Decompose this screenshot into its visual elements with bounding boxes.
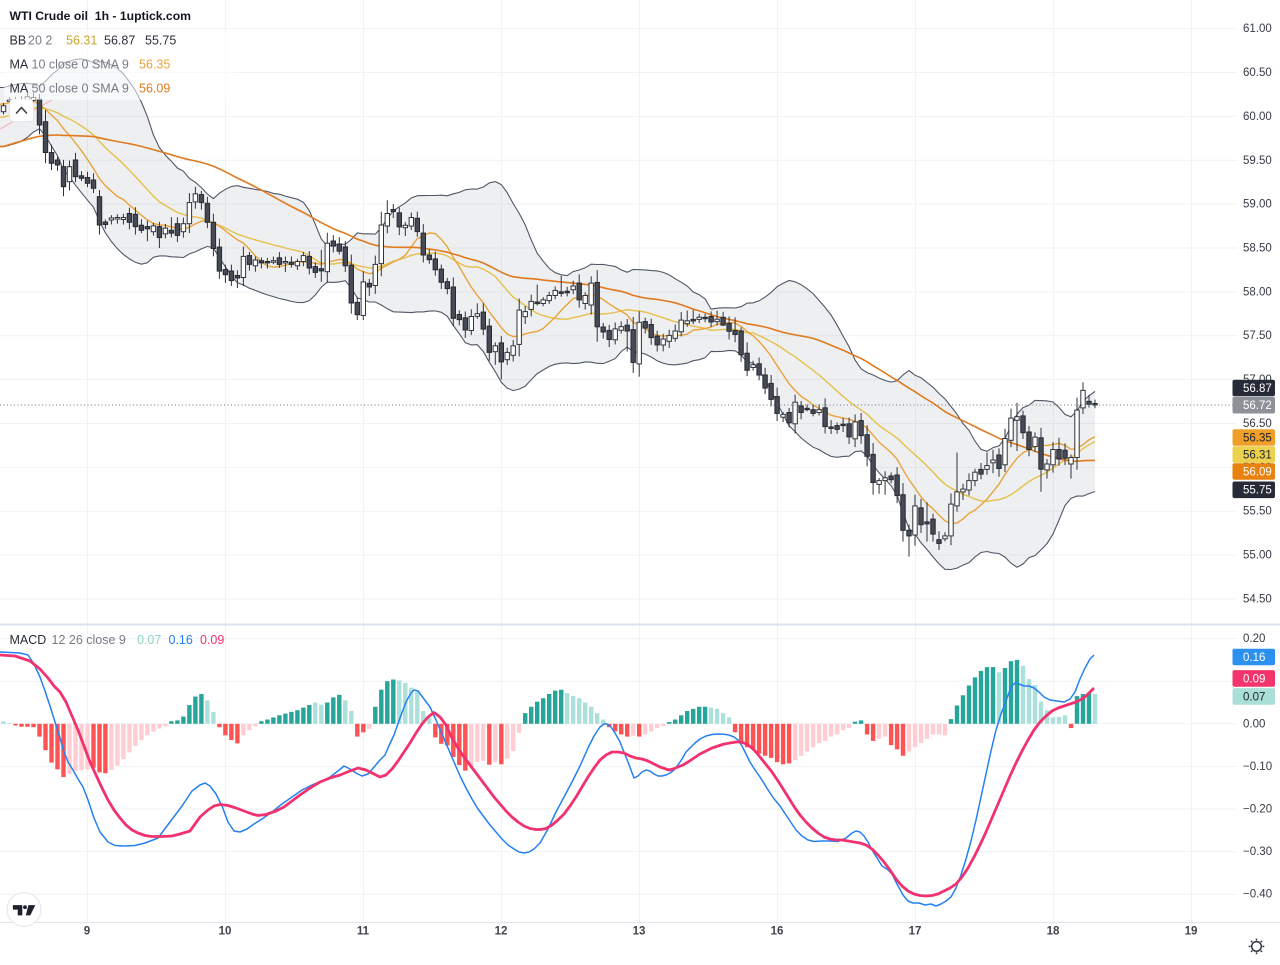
- svg-text:59.00: 59.00: [1243, 199, 1272, 211]
- svg-text:56.31: 56.31: [1243, 450, 1272, 462]
- svg-text:0.20: 0.20: [1243, 633, 1265, 645]
- svg-text:12: 12: [495, 926, 508, 938]
- svg-text:10: 10: [219, 926, 232, 938]
- svg-text:16: 16: [771, 926, 784, 938]
- svg-text:55.50: 55.50: [1243, 506, 1272, 518]
- svg-text:61.00: 61.00: [1243, 23, 1272, 35]
- svg-text:58.50: 58.50: [1243, 243, 1272, 255]
- svg-text:9: 9: [84, 926, 90, 938]
- svg-text:56.35: 56.35: [1243, 432, 1272, 444]
- svg-text:60.00: 60.00: [1243, 111, 1272, 123]
- svg-text:WTI Crude oil 1h - 1uptick.co: WTI Crude oil 1h - 1uptick.com: [10, 9, 192, 23]
- svg-text:0.00: 0.00: [1243, 718, 1265, 730]
- svg-text:−0.30: −0.30: [1243, 846, 1272, 858]
- svg-text:56.09: 56.09: [1243, 466, 1272, 478]
- svg-text:19: 19: [1185, 926, 1198, 938]
- svg-text:55.00: 55.00: [1243, 550, 1272, 562]
- svg-text:−0.20: −0.20: [1243, 804, 1272, 816]
- svg-text:−0.40: −0.40: [1243, 889, 1272, 901]
- svg-text:0.07: 0.07: [1243, 691, 1265, 703]
- svg-text:56.50: 56.50: [1243, 418, 1272, 430]
- svg-text:60.50: 60.50: [1243, 67, 1272, 79]
- svg-text:13: 13: [633, 926, 646, 938]
- svg-text:58.00: 58.00: [1243, 286, 1272, 298]
- svg-text:18: 18: [1047, 926, 1060, 938]
- svg-text:17: 17: [909, 926, 922, 938]
- svg-text:11: 11: [357, 926, 370, 938]
- svg-text:56.72: 56.72: [1243, 400, 1272, 412]
- svg-text:59.50: 59.50: [1243, 155, 1272, 167]
- svg-text:0.16: 0.16: [1243, 652, 1265, 664]
- svg-text:54.50: 54.50: [1243, 594, 1272, 606]
- svg-text:55.75: 55.75: [1243, 485, 1272, 497]
- svg-text:56.87: 56.87: [1243, 383, 1272, 395]
- svg-text:0.09: 0.09: [1243, 673, 1265, 685]
- svg-text:−0.10: −0.10: [1243, 761, 1272, 773]
- svg-text:57.50: 57.50: [1243, 330, 1272, 342]
